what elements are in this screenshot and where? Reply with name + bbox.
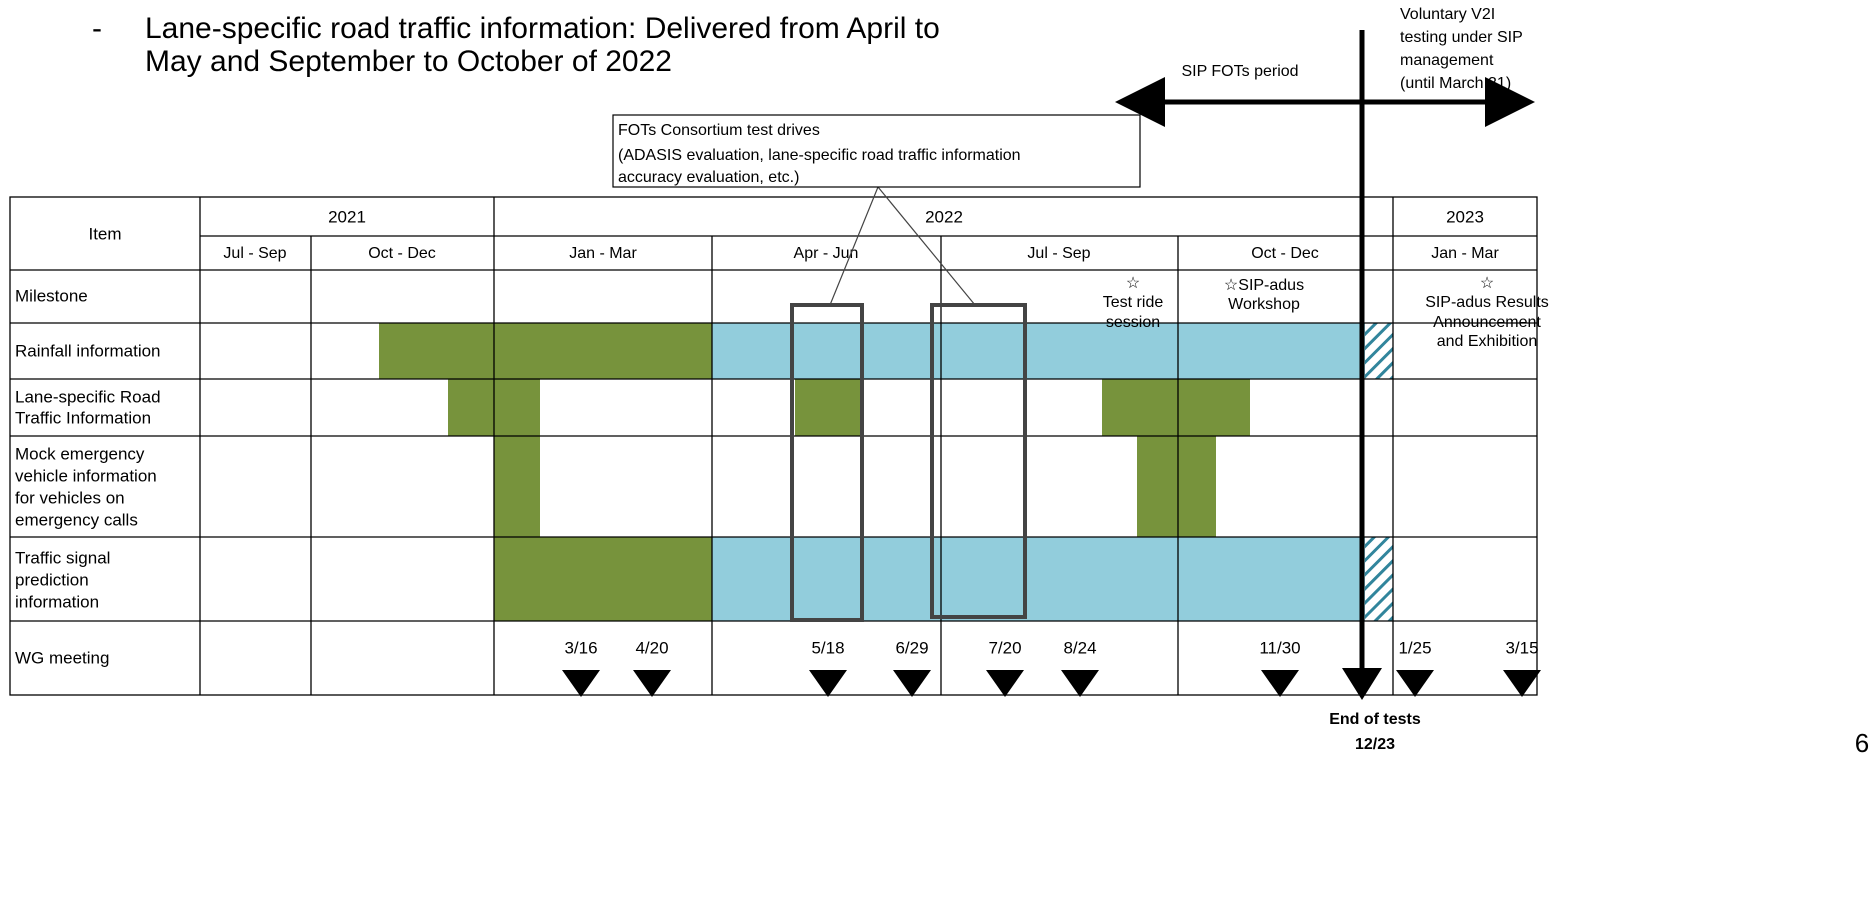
milestone: ☆ — [1480, 275, 1494, 292]
bar — [1365, 537, 1393, 621]
row-label: Traffic Information — [15, 408, 151, 427]
highlight-box — [790, 303, 864, 622]
milestone: and Exhibition — [1437, 333, 1538, 350]
end-label: 12/23 — [1355, 736, 1395, 753]
bullet-text: May and September to October of 2022 — [145, 45, 672, 78]
quarter: Apr - Jun — [794, 245, 859, 262]
year: 2021 — [328, 207, 366, 226]
milestone: session — [1106, 314, 1160, 331]
milestone: SIP-adus Results — [1425, 294, 1549, 311]
milestone: ☆SIP-adus — [1224, 277, 1304, 294]
wg-date: 5/18 — [811, 638, 844, 657]
wg-date: 8/24 — [1063, 638, 1096, 657]
bullet-marker: - — [92, 12, 102, 45]
wg-date: 11/30 — [1259, 638, 1300, 657]
row-label: vehicle information — [15, 466, 157, 485]
bar — [494, 436, 540, 537]
voluntary-label: management — [1400, 52, 1494, 69]
callout-box — [612, 114, 1141, 188]
highlight-box — [930, 303, 1027, 619]
bar — [379, 323, 712, 379]
quarter: Oct - Dec — [1251, 245, 1319, 262]
page-number: 6 — [1855, 728, 1869, 758]
wg-marker — [1396, 670, 1434, 697]
row-label: Milestone — [15, 286, 88, 305]
wg-marker — [1261, 670, 1299, 697]
row-label: Lane-specific Road — [15, 387, 161, 406]
bar — [712, 323, 1365, 379]
quarter: Jul - Sep — [1027, 245, 1090, 262]
bullet: - Lane-specific road traffic information… — [92, 12, 940, 78]
table-grid — [9, 196, 1538, 696]
milestone: ☆ — [1126, 275, 1140, 292]
wg-date: 6/29 — [895, 638, 928, 657]
row-label: information — [15, 592, 99, 611]
voluntary-label: testing under SIP — [1400, 29, 1523, 46]
table-text: Item 2021 2022 2023 Jul - Sep Oct - Dec … — [15, 207, 1499, 667]
quarter: Jan - Mar — [1431, 245, 1499, 262]
bar — [795, 379, 860, 436]
wg-date: 1/25 — [1398, 638, 1431, 657]
quarter: Jul - Sep — [223, 245, 286, 262]
quarter: Jan - Mar — [569, 245, 637, 262]
bar — [1137, 436, 1216, 537]
bar — [1102, 379, 1250, 436]
period-arrows: SIP FOTs period Voluntary V2I testing un… — [1115, 6, 1535, 753]
callout-text: FOTs Consortium test drives — [618, 122, 820, 139]
row-label: Rainfall information — [15, 341, 161, 360]
callout-text: accuracy evaluation, etc.) — [618, 169, 799, 186]
wg-date: 3/15 — [1505, 638, 1538, 657]
row-label: WG meeting — [15, 648, 109, 667]
milestone: Workshop — [1228, 296, 1300, 313]
row-label: prediction — [15, 570, 89, 589]
bar — [712, 537, 1365, 621]
wg-date: 3/16 — [564, 638, 597, 657]
wg-marker — [809, 670, 847, 697]
row-label: Traffic signal — [15, 548, 110, 567]
row-label: emergency calls — [15, 510, 138, 529]
milestone: Test ride — [1103, 294, 1164, 311]
bars — [379, 323, 1393, 621]
row-label: for vehicles on — [15, 488, 125, 507]
milestones: ☆ Test ride session ☆SIP-adus Workshop ☆… — [1103, 275, 1549, 350]
wg-date: 4/20 — [635, 638, 668, 657]
wg-marker — [986, 670, 1024, 697]
wg-marker — [633, 670, 671, 697]
wg-marker — [1503, 670, 1541, 697]
wg-marker — [562, 670, 600, 697]
end-label: End of tests — [1329, 711, 1421, 728]
row-label: Mock emergency — [15, 444, 145, 463]
period-label: SIP FOTs period — [1181, 63, 1298, 80]
bar — [1365, 323, 1393, 379]
wg-marker — [1061, 670, 1099, 697]
year: 2022 — [925, 207, 963, 226]
callout: FOTs Consortium test drives (ADASIS eval… — [612, 114, 1141, 622]
voluntary-label: (until March 31) — [1400, 75, 1511, 92]
wg-meetings: 3/16 4/20 5/18 6/29 7/20 8/24 11/30 1/25 3/15 — [562, 638, 1541, 697]
header: Item — [88, 224, 121, 243]
year: 2023 — [1446, 207, 1484, 226]
bar — [494, 537, 712, 621]
milestone: Announcement — [1433, 314, 1541, 331]
bullet-text: Lane-specific road traffic information: … — [145, 12, 940, 45]
voluntary-label: Voluntary V2I — [1400, 6, 1495, 23]
callout-text: (ADASIS evaluation, lane-specific road t… — [618, 147, 1021, 164]
quarter: Oct - Dec — [368, 245, 436, 262]
wg-marker — [893, 670, 931, 697]
wg-date: 7/20 — [988, 638, 1021, 657]
